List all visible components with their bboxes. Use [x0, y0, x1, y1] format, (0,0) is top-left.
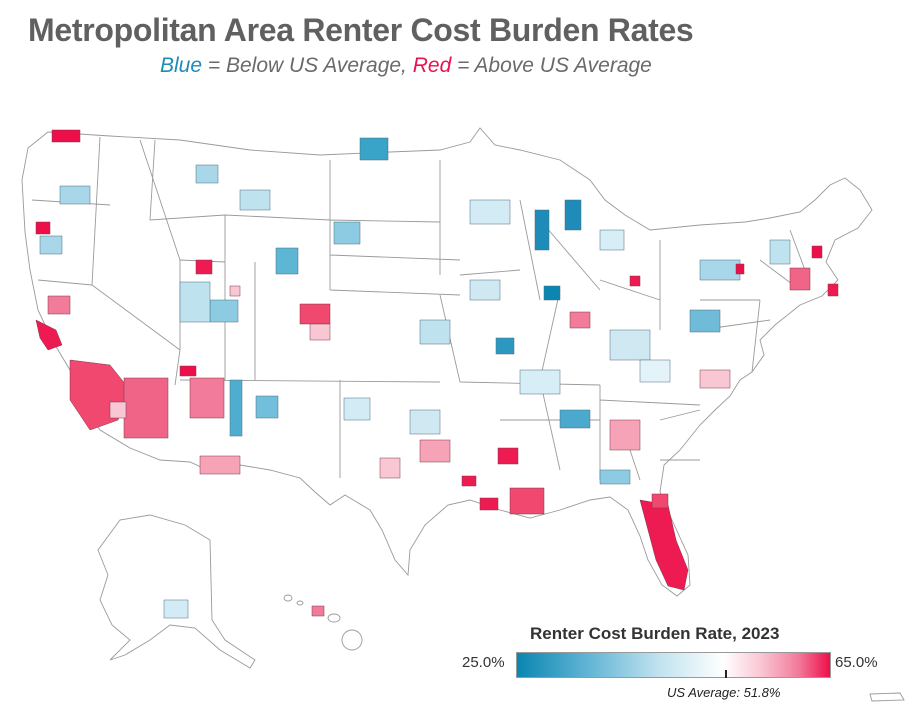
metro-region — [359, 137, 389, 161]
metro-region — [419, 319, 451, 345]
alaska-outline — [97, 514, 256, 669]
metro-region — [519, 369, 561, 395]
legend-average-tick — [725, 670, 727, 678]
metro-region — [109, 401, 127, 419]
metro-region — [639, 499, 689, 591]
metro-region — [609, 419, 641, 451]
metro-region — [811, 245, 823, 259]
metro-region — [599, 469, 631, 485]
metro-region — [59, 185, 91, 205]
puerto-rico-outline — [869, 692, 905, 702]
metro-region — [179, 365, 197, 377]
metro-region — [735, 263, 745, 275]
metro-region — [123, 377, 169, 439]
metro-region — [189, 377, 225, 419]
metro-region — [699, 369, 731, 389]
metro-region — [769, 239, 791, 265]
metro-region — [564, 199, 582, 231]
legend-min-label: 25.0% — [462, 654, 505, 671]
below-average-metros — [39, 137, 791, 619]
legend-average-label: US Average: 51.8% — [667, 685, 781, 700]
hawaii-island — [283, 594, 293, 602]
metro-region — [827, 283, 839, 297]
hawaii-outline — [283, 594, 363, 651]
subtitle-blue-text: = Below US Average, — [202, 54, 413, 77]
hawaii-island — [327, 613, 341, 623]
legend-color-scale — [516, 652, 831, 678]
legend-title: Renter Cost Burden Rate, 2023 — [530, 624, 780, 643]
metro-region — [409, 409, 441, 435]
metro-region — [195, 164, 219, 184]
subtitle-red-word: Red — [412, 54, 452, 77]
metro-region — [199, 455, 241, 475]
metro-region — [179, 281, 211, 323]
metro-region — [309, 323, 331, 341]
metro-region — [35, 221, 51, 235]
metro-region — [569, 311, 591, 329]
metro-region — [333, 221, 361, 245]
metro-region — [479, 497, 499, 511]
metro-region — [255, 395, 279, 419]
metro-region — [275, 247, 299, 275]
metro-region — [469, 199, 511, 225]
metro-region — [419, 439, 451, 463]
metro-region — [497, 447, 519, 465]
subtitle-red-text: = Above US Average — [451, 54, 652, 77]
metro-region — [39, 235, 63, 255]
metro-region — [629, 275, 641, 287]
metro-region — [47, 295, 71, 315]
map-subtitle: Blue = Below US Average, Red = Above US … — [160, 54, 652, 78]
above-average-metros — [35, 129, 839, 617]
metro-region — [461, 475, 477, 487]
metro-region — [509, 487, 545, 515]
metro-region — [699, 259, 741, 281]
metro-region — [543, 285, 561, 301]
metro-region — [209, 299, 239, 323]
metro-region — [651, 493, 669, 509]
subtitle-blue-word: Blue — [160, 54, 203, 77]
metro-region — [609, 329, 651, 361]
metro-region — [299, 303, 331, 325]
metro-region — [689, 309, 721, 333]
map-title: Metropolitan Area Renter Cost Burden Rat… — [28, 12, 694, 48]
metro-region — [69, 359, 131, 431]
metro-region — [51, 129, 81, 143]
metro-region — [379, 457, 401, 479]
metro-region — [559, 409, 591, 429]
metro-region — [163, 599, 189, 619]
metro-region — [789, 267, 811, 291]
metro-region — [311, 605, 325, 617]
state-outlines — [21, 127, 873, 597]
hawaii-island — [341, 629, 363, 651]
metro-region — [495, 337, 515, 355]
metro-region — [343, 397, 371, 421]
metro-region — [229, 285, 241, 297]
metro-region — [639, 359, 671, 383]
metro-region — [239, 189, 271, 211]
contiguous-us-outline — [21, 127, 873, 597]
hawaii-island — [296, 600, 304, 606]
metro-region — [469, 279, 501, 301]
metro-region — [229, 379, 243, 437]
legend-max-label: 65.0% — [835, 654, 878, 671]
metro-region — [599, 229, 625, 251]
metro-region — [195, 259, 213, 275]
metro-region — [35, 319, 63, 351]
metro-region — [534, 209, 550, 251]
